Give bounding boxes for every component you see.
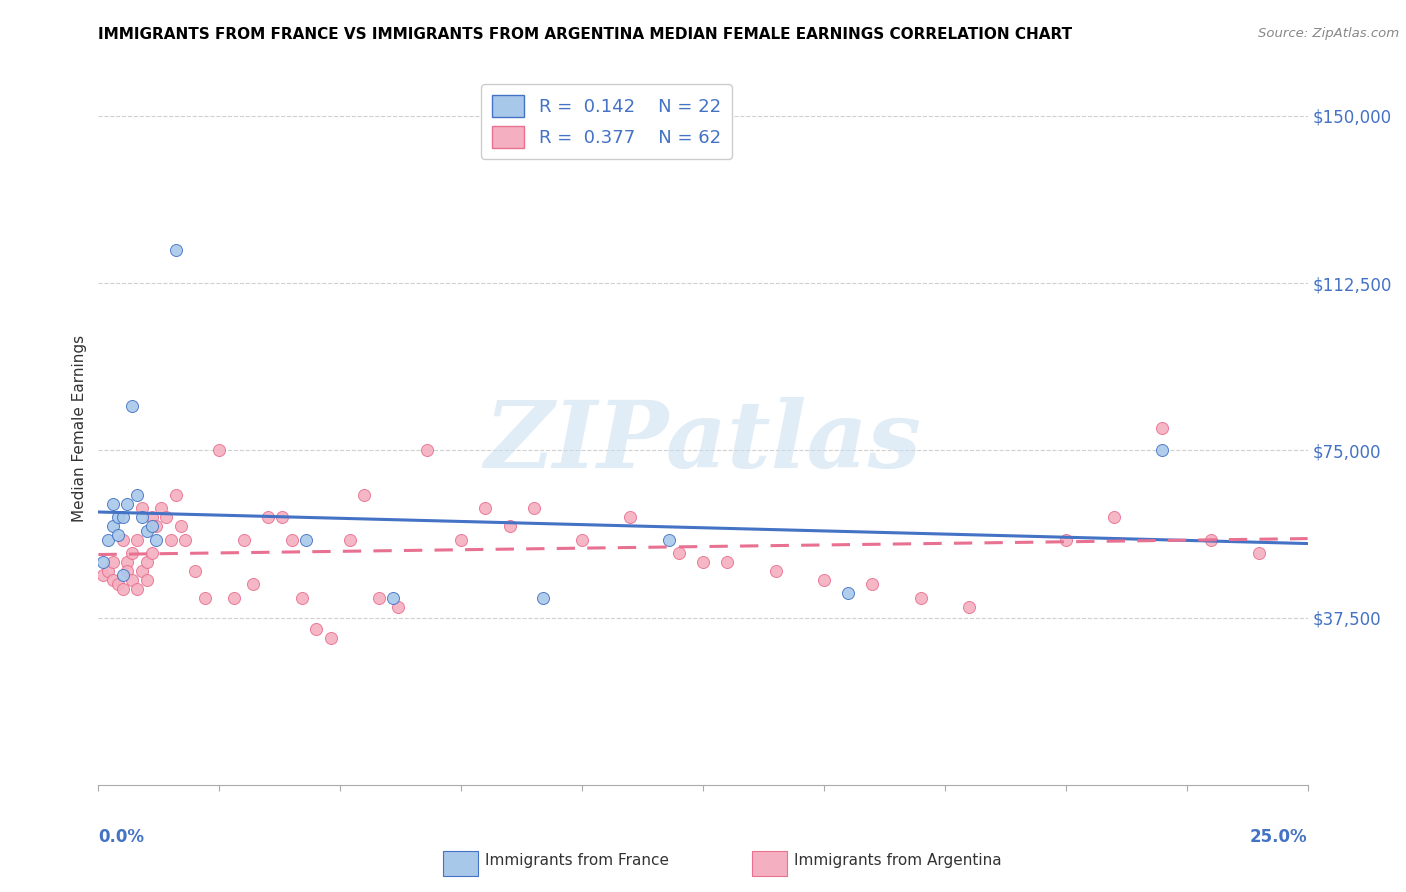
Point (111, 582, 134, 596)
Point (222, 591, 245, 605)
Point (111, 533, 134, 547)
Point (194, 591, 217, 605)
Point (271, 510, 294, 524)
Point (117, 564, 139, 578)
Point (860, 577, 883, 591)
Point (1152, 443, 1174, 458)
Point (1152, 421, 1174, 435)
Point (290, 591, 312, 605)
Point (135, 573, 157, 587)
Point (121, 399, 143, 413)
Point (281, 533, 304, 547)
Point (135, 555, 157, 569)
Point (155, 510, 177, 524)
Point (813, 573, 835, 587)
Point (107, 510, 129, 524)
Point (101, 555, 124, 569)
Point (121, 546, 143, 560)
Point (121, 573, 143, 587)
Point (160, 533, 183, 547)
Point (145, 519, 167, 533)
Point (619, 510, 641, 524)
Point (474, 501, 496, 516)
Point (135, 524, 157, 538)
Text: 25.0%: 25.0% (1250, 828, 1308, 846)
Point (957, 599, 980, 614)
Point (232, 533, 254, 547)
Point (131, 564, 153, 578)
Point (523, 501, 546, 516)
Point (141, 510, 163, 524)
Point (668, 546, 690, 560)
Point (837, 586, 859, 600)
Point (91, 555, 114, 569)
Point (658, 533, 681, 547)
Point (910, 591, 932, 605)
Point (145, 533, 167, 547)
Point (101, 519, 124, 533)
Point (127, 582, 149, 596)
Point (184, 564, 207, 578)
Y-axis label: Median Female Earnings: Median Female Earnings (72, 334, 87, 522)
Point (131, 501, 153, 516)
Point (174, 533, 197, 547)
Point (571, 533, 593, 547)
Point (498, 519, 520, 533)
Point (97, 533, 120, 547)
Point (1249, 546, 1271, 560)
Point (368, 591, 391, 605)
Point (256, 510, 278, 524)
Point (1199, 533, 1222, 547)
Point (101, 497, 124, 511)
Point (305, 622, 328, 636)
Point (353, 488, 375, 502)
Point (416, 443, 439, 458)
Point (242, 577, 264, 591)
Point (169, 519, 191, 533)
Point (692, 555, 714, 569)
Point (150, 501, 173, 516)
Point (141, 519, 163, 533)
Point (319, 631, 342, 645)
Point (1102, 510, 1125, 524)
Point (1054, 533, 1077, 547)
Point (165, 488, 187, 502)
Point (107, 528, 129, 542)
Point (127, 488, 149, 502)
Text: ZIPatlas: ZIPatlas (485, 398, 921, 487)
Point (450, 533, 472, 547)
Point (531, 591, 554, 605)
Point (111, 510, 134, 524)
Point (107, 577, 129, 591)
Point (339, 533, 361, 547)
Point (111, 568, 134, 582)
Point (97, 564, 120, 578)
Point (91, 568, 114, 582)
Point (295, 533, 318, 547)
Point (382, 591, 405, 605)
Point (716, 555, 738, 569)
Text: 0.0%: 0.0% (98, 828, 145, 846)
Point (127, 533, 149, 547)
Point (208, 443, 231, 458)
Point (117, 555, 139, 569)
Point (117, 497, 139, 511)
Point (165, 243, 187, 257)
Legend: R =  0.142    N = 22, R =  0.377    N = 62: R = 0.142 N = 22, R = 0.377 N = 62 (481, 84, 731, 159)
Text: Immigrants from France: Immigrants from France (485, 854, 669, 868)
Point (131, 510, 153, 524)
Point (101, 573, 124, 587)
Text: Immigrants from Argentina: Immigrants from Argentina (794, 854, 1002, 868)
Text: Source: ZipAtlas.com: Source: ZipAtlas.com (1258, 27, 1399, 40)
Point (765, 564, 787, 578)
Point (387, 599, 409, 614)
Point (141, 546, 163, 560)
Text: IMMIGRANTS FROM FRANCE VS IMMIGRANTS FROM ARGENTINA MEDIAN FEMALE EARNINGS CORRE: IMMIGRANTS FROM FRANCE VS IMMIGRANTS FRO… (98, 27, 1073, 42)
